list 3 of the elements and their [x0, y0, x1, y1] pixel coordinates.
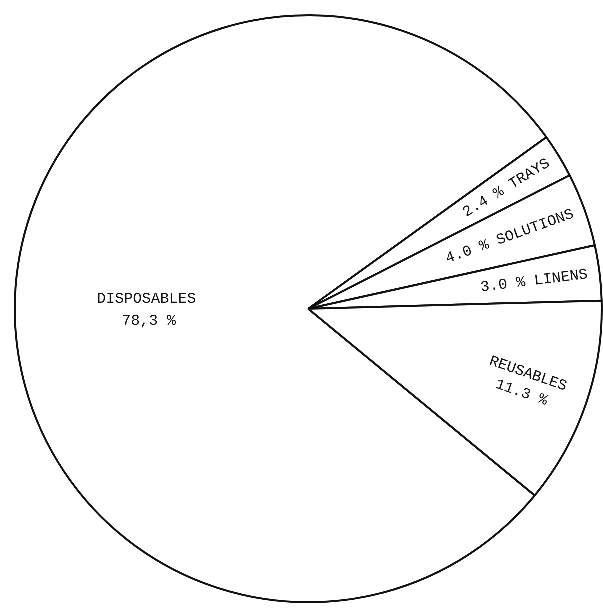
slice-label: 3.0 % LINENS: [480, 266, 589, 297]
data-label: 78,3 %: [122, 312, 178, 330]
slice-label: DISPOSABLES: [97, 290, 196, 308]
